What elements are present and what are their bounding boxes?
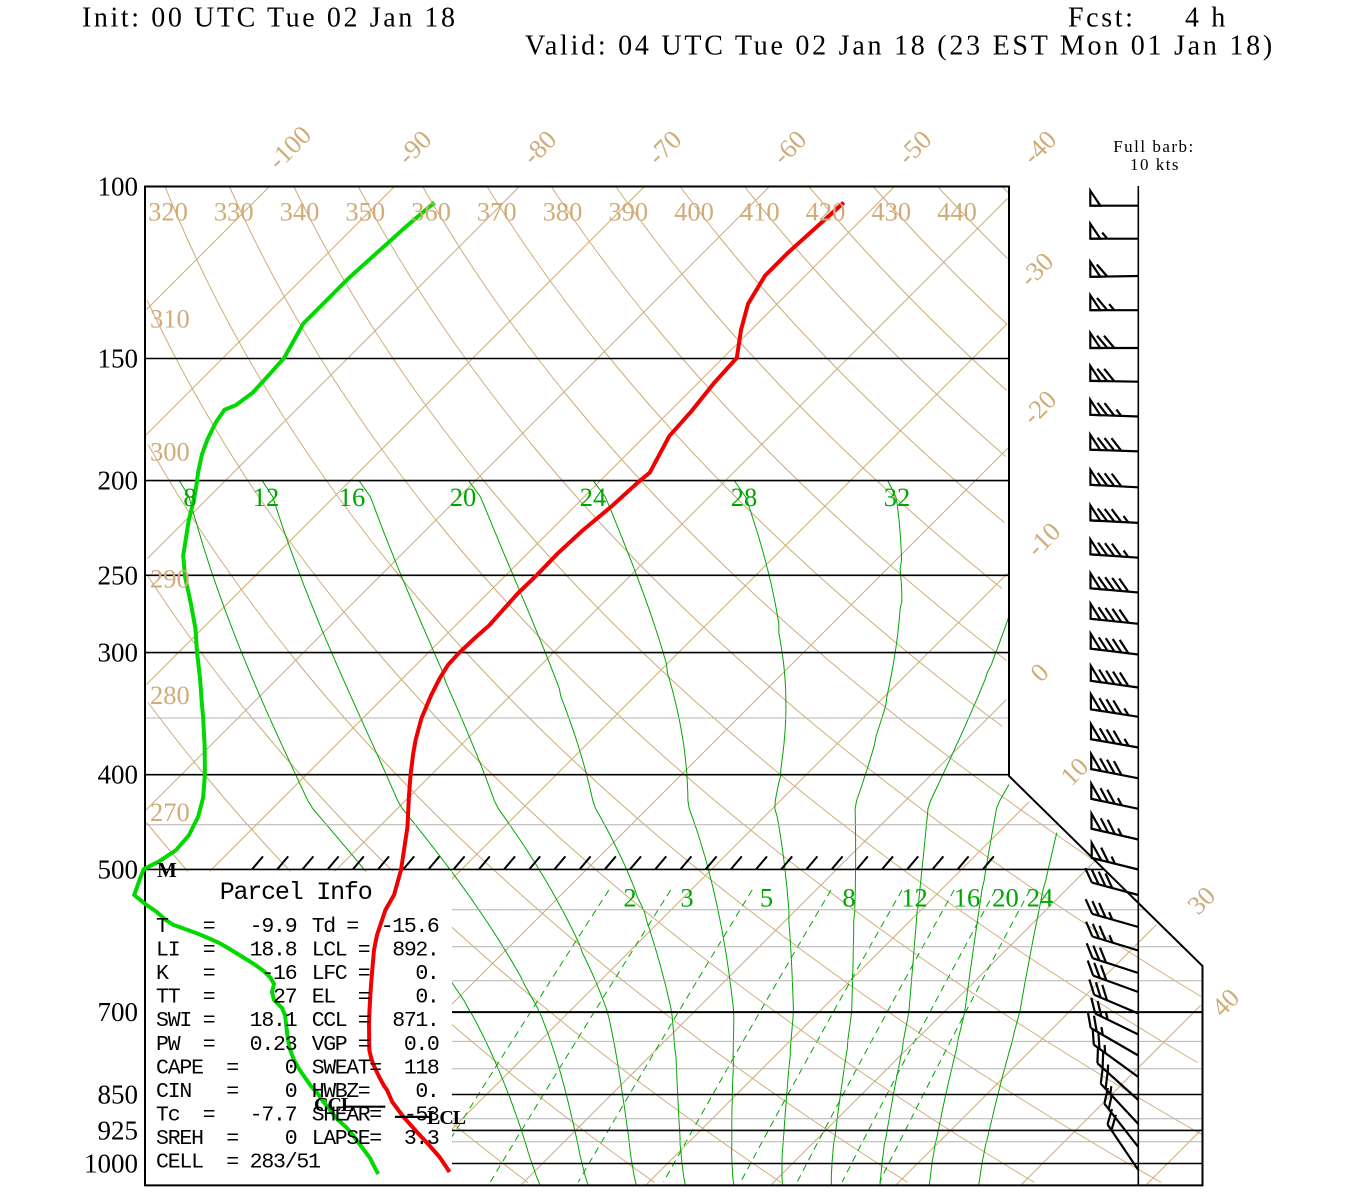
svg-text:370: 370 [477, 197, 517, 227]
svg-text:Td = -15.6: Td = -15.6 [312, 915, 439, 939]
svg-text:330: 330 [214, 197, 254, 227]
svg-text:410: 410 [740, 197, 780, 227]
svg-text:5: 5 [760, 883, 773, 913]
svg-text:4 h: 4 h [1185, 3, 1228, 34]
svg-text:700: 700 [98, 997, 139, 1027]
svg-text:20: 20 [992, 883, 1019, 913]
svg-text:K = -16: K = -16 [156, 962, 297, 986]
svg-text:280: 280 [150, 680, 190, 710]
svg-text:LFC = 0.: LFC = 0. [312, 962, 439, 986]
svg-text:250: 250 [98, 560, 139, 590]
svg-text:200: 200 [98, 466, 139, 496]
svg-text:12: 12 [253, 482, 280, 512]
svg-text:420: 420 [806, 197, 846, 227]
svg-text:CELL = 283/51: CELL = 283/51 [156, 1151, 320, 1175]
svg-text:SWEAT= 118: SWEAT= 118 [312, 1056, 439, 1080]
svg-text:Parcel Info: Parcel Info [220, 878, 372, 907]
svg-text:380: 380 [543, 197, 583, 227]
svg-text:24: 24 [1027, 883, 1054, 913]
svg-text:CCL: CCL [314, 1094, 354, 1116]
svg-text:3: 3 [680, 883, 693, 913]
svg-text:400: 400 [674, 197, 714, 227]
svg-text:1000: 1000 [84, 1148, 138, 1178]
svg-text:320: 320 [148, 197, 188, 227]
svg-text:T = -9.9: T = -9.9 [156, 915, 297, 939]
svg-text:340: 340 [280, 197, 320, 227]
svg-text:EL = 0.: EL = 0. [312, 986, 439, 1010]
svg-text:150: 150 [98, 344, 139, 374]
svg-text:CAPE = 0: CAPE = 0 [156, 1056, 297, 1080]
svg-text:400: 400 [98, 760, 139, 790]
svg-text:10 kts: 10 kts [1130, 155, 1180, 174]
svg-text:Tc = -7.7: Tc = -7.7 [156, 1103, 297, 1127]
svg-text:SHEAR= -53: SHEAR= -53 [312, 1103, 439, 1127]
svg-text:Full barb:: Full barb: [1113, 137, 1195, 156]
svg-text:PW = 0.23: PW = 0.23 [156, 1033, 297, 1057]
svg-text:HWBZ= 0.: HWBZ= 0. [312, 1080, 439, 1104]
svg-text:270: 270 [150, 797, 190, 827]
svg-text:310: 310 [150, 304, 190, 334]
svg-text:440: 440 [937, 197, 977, 227]
svg-text:8: 8 [183, 482, 196, 512]
svg-text:500: 500 [98, 854, 139, 884]
svg-text:VGP = 0.0: VGP = 0.0 [312, 1033, 439, 1057]
svg-text:SREH = 0: SREH = 0 [156, 1127, 297, 1151]
svg-text:20: 20 [450, 482, 477, 512]
svg-text:350: 350 [345, 197, 385, 227]
svg-text:Init: 00 UTC Tue 02 Jan 18: Init: 00 UTC Tue 02 Jan 18 [82, 3, 458, 34]
svg-text:CIN = 0: CIN = 0 [156, 1080, 297, 1104]
svg-text:2: 2 [623, 883, 636, 913]
svg-text:28: 28 [731, 482, 758, 512]
svg-text:SWI = 18.1: SWI = 18.1 [156, 1009, 297, 1033]
svg-text:850: 850 [98, 1080, 139, 1110]
svg-text:LCL = 892.: LCL = 892. [312, 939, 439, 963]
svg-text:LI = 18.8: LI = 18.8 [156, 939, 297, 963]
svg-text:12: 12 [901, 883, 928, 913]
svg-text:LCL: LCL [427, 1107, 466, 1129]
svg-text:24: 24 [580, 482, 607, 512]
svg-text:290: 290 [150, 564, 190, 594]
svg-text:100: 100 [98, 172, 139, 202]
svg-text:300: 300 [98, 638, 139, 668]
svg-text:925: 925 [98, 1115, 139, 1145]
svg-text:CCL = 871.: CCL = 871. [312, 1009, 439, 1033]
svg-text:TT = 27: TT = 27 [156, 986, 297, 1010]
svg-text:300: 300 [150, 437, 190, 467]
svg-text:390: 390 [608, 197, 648, 227]
svg-text:430: 430 [871, 197, 911, 227]
svg-text:M: M [157, 858, 177, 882]
svg-text:Fcst:: Fcst: [1068, 3, 1135, 34]
svg-text:32: 32 [884, 482, 911, 512]
svg-text:LAPSE= 3.3: LAPSE= 3.3 [312, 1127, 439, 1151]
svg-text:8: 8 [842, 883, 855, 913]
svg-text:16: 16 [339, 482, 366, 512]
svg-text:Valid: 04 UTC Tue 02 Jan 18 (2: Valid: 04 UTC Tue 02 Jan 18 (23 EST Mon … [525, 31, 1275, 62]
svg-text:16: 16 [954, 883, 981, 913]
svg-text:360: 360 [411, 197, 451, 227]
